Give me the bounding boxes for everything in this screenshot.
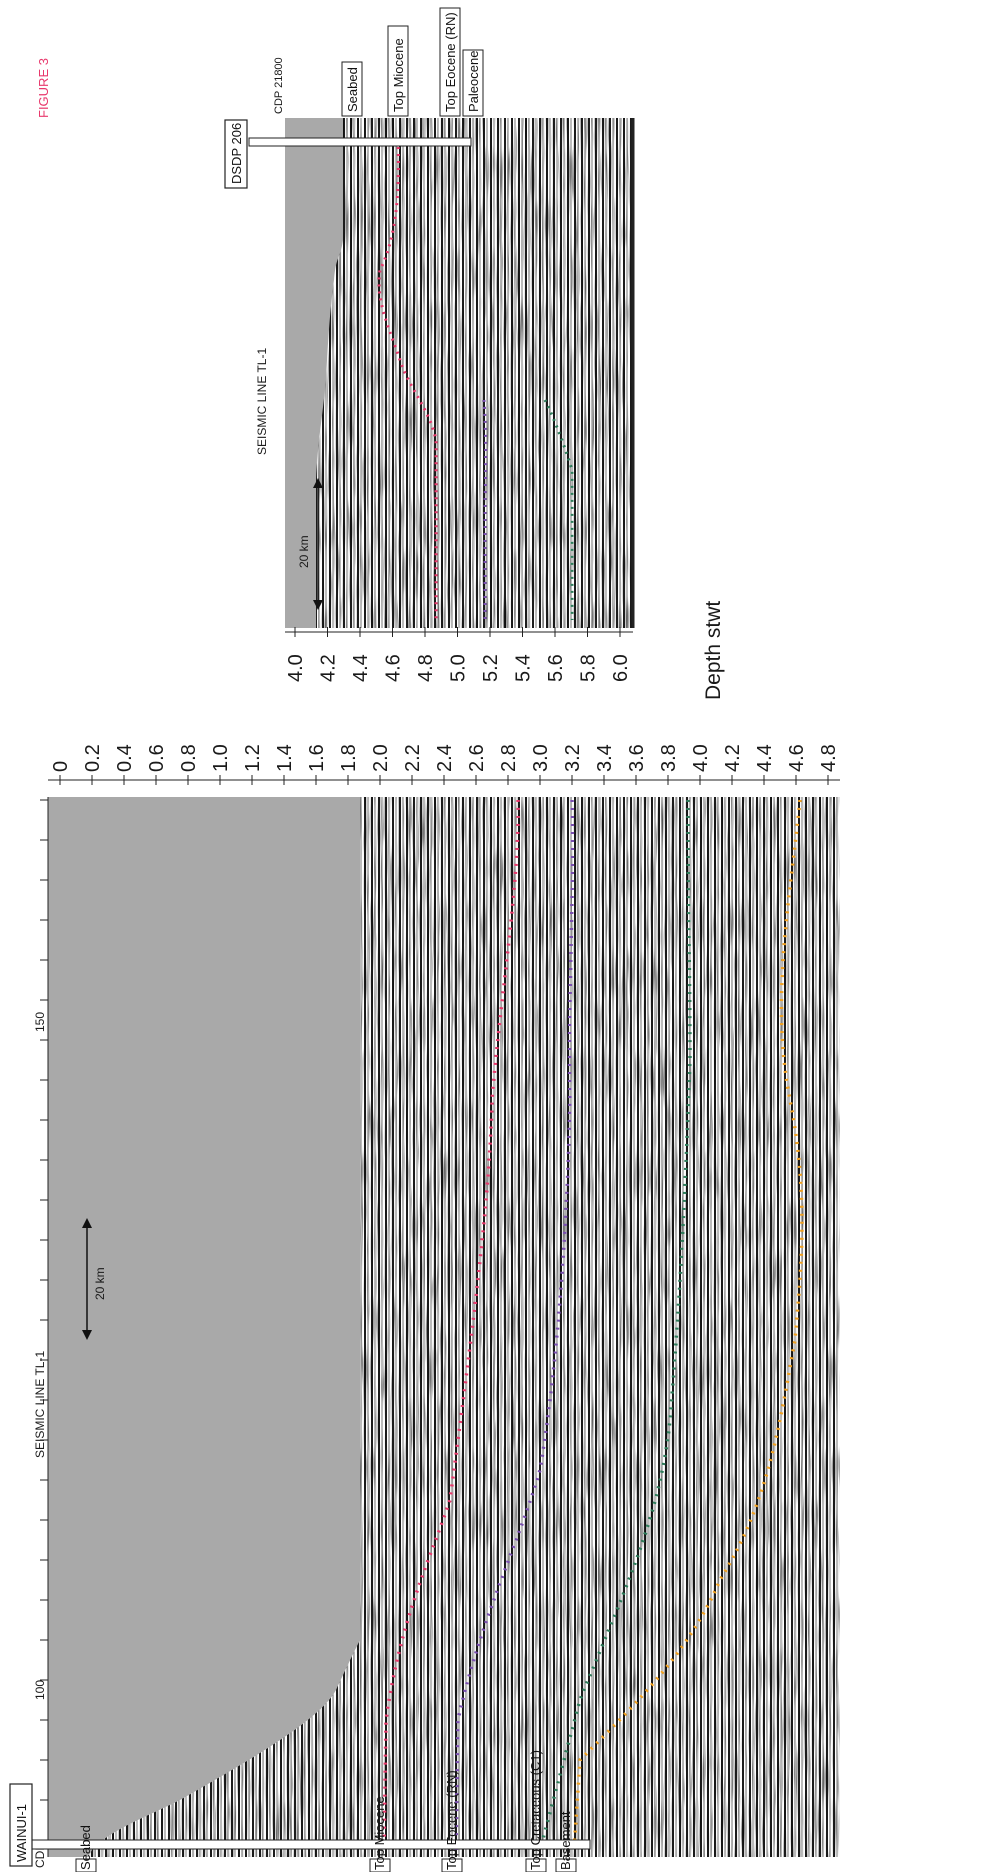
top-well-name: DSDP 206 [229, 123, 244, 184]
bottom-well-name: WAINUI-1 [14, 1804, 29, 1862]
bottom-axis-tick-label: 2.0 [370, 744, 392, 772]
bottom-label-top-eocene: Top Eocene (RN) [444, 1770, 459, 1870]
bottom-cdp-tick-100: 100 [33, 1680, 47, 1700]
top-axis-tick-label: 4.2 [318, 654, 340, 682]
bottom-axis-tick-label: 3.2 [562, 744, 584, 772]
top-well-column [248, 137, 472, 147]
bottom-axis-tick-label: 3.4 [594, 744, 616, 772]
bottom-well-column [29, 1839, 591, 1850]
bottom-axis-tick-label: 2.6 [466, 744, 488, 772]
top-label-paleocene: Paleocene [466, 51, 481, 112]
bottom-axis-tick-label: 1.8 [338, 744, 360, 772]
bottom-depth-axis: 0 0.2 0.4 0.6 0.8 1.0 1.2 1.4 1.6 1.8 2.0 2.2 2.4 2.6… [48, 744, 840, 785]
bottom-axis-tick-label: 4.2 [722, 744, 744, 772]
top-water-column [285, 118, 343, 628]
bottom-scale-bar-label: 20 km [93, 1267, 107, 1300]
bottom-horizon-top-miocene [382, 799, 520, 1851]
top-axis-tick-label: 4.4 [350, 654, 372, 682]
bottom-cdp-axis: 150 100 CDP [33, 797, 49, 1868]
bottom-axis-tick-label: 4.8 [818, 744, 840, 772]
bottom-axis-tick-label: 0 [50, 761, 72, 772]
top-scale-bar-label: 20 km [297, 535, 311, 568]
bottom-well-label: WAINUI-1 [9, 1783, 33, 1867]
bottom-horizon-labels: Seabed Top Miocene Top Eocene (RN) Top C… [75, 1750, 577, 1872]
bottom-axis-tick-label: 3.8 [658, 744, 680, 772]
bottom-label-top-cretaceous: Top Cretaceous (C1) [528, 1750, 543, 1870]
top-horizon-top-miocene [377, 139, 438, 620]
bottom-axis-tick-label: 4.4 [754, 744, 776, 772]
top-axis-tick-label: 4.8 [415, 654, 437, 682]
top-cdp-label: CDP 21800 [273, 57, 285, 114]
top-scale-bar: 20 km [297, 478, 323, 610]
top-axis-tick-label: 5.2 [480, 654, 502, 682]
bottom-axis-tick-label: 0.8 [178, 744, 200, 772]
top-axis-tick-label: 5.4 [513, 654, 535, 682]
bottom-seismic-panel: 150 100 CDP SEISMIC LINE TL-1 20 km [9, 744, 840, 1872]
top-axis-tick-label: 4.0 [285, 654, 307, 682]
top-axis-tick-label: 6.0 [610, 654, 632, 682]
bottom-panel-title: SEISMIC LINE TL-1 [33, 1351, 47, 1458]
bottom-axis-tick-label: 4.6 [786, 744, 808, 772]
top-depth-axis: 4.0 4.2 4.4 4.6 4.8 5.0 5.2 5.4 5.6 5.8 6.0 Depth … [285, 601, 725, 700]
bottom-axis-tick-label: 4.0 [690, 744, 712, 772]
bottom-axis-tick-label: 1.0 [210, 744, 232, 772]
top-horizon-paleocene [543, 399, 574, 620]
bottom-axis-tick-label: 1.4 [274, 744, 296, 772]
bottom-label-seabed: Seabed [78, 1825, 93, 1870]
bottom-axis-tick-label: 2.2 [402, 744, 424, 772]
bottom-scale-bar: 20 km [82, 1218, 107, 1340]
top-well-label: DSDP 206 [224, 119, 248, 189]
top-label-top-eocene: Top Eocene (RN) [443, 12, 458, 112]
bottom-axis-tick-label: 2.4 [434, 744, 456, 772]
top-label-top-miocene: Top Miocene [391, 38, 406, 112]
top-axis-tick-label: 4.6 [383, 654, 405, 682]
top-seismic-panel: SEISMIC LINE TL-1 20 km DSDP 206 CDP 218… [224, 7, 725, 700]
bottom-label-top-miocene: Top Miocene [372, 1796, 387, 1870]
bottom-axis-tick-label: 3.6 [626, 744, 648, 772]
top-axis-tick-label: 5.6 [545, 654, 567, 682]
bottom-axis-tick-label: 3.0 [530, 744, 552, 772]
bottom-axis-tick-label: 0.4 [114, 744, 136, 772]
top-axis-title: Depth stwt [702, 601, 725, 700]
top-panel-title: SEISMIC LINE TL-1 [255, 348, 269, 455]
bottom-cdp-tick-150: 150 [33, 1012, 47, 1032]
bottom-axis-tick-label: 0.6 [146, 744, 168, 772]
bottom-axis-tick-label: 2.8 [498, 744, 520, 772]
bottom-label-basement: Basement [558, 1811, 573, 1870]
bottom-axis-tick-label: 0.2 [82, 744, 104, 772]
top-axis-tick-label: 5.8 [578, 654, 600, 682]
bottom-horizon-top-cretaceous [538, 799, 692, 1851]
figure-label: FIGURE 3 [36, 58, 51, 118]
top-label-seabed: Seabed [345, 67, 360, 112]
top-horizon-labels: Seabed Top Miocene Top Eocene (RN) Paleo… [341, 7, 484, 117]
bottom-axis-tick-label: 1.6 [306, 744, 328, 772]
bottom-axis-tick-label: 1.2 [242, 744, 264, 772]
bottom-water-column [48, 797, 360, 1857]
top-axis-tick-label: 5.0 [448, 654, 470, 682]
